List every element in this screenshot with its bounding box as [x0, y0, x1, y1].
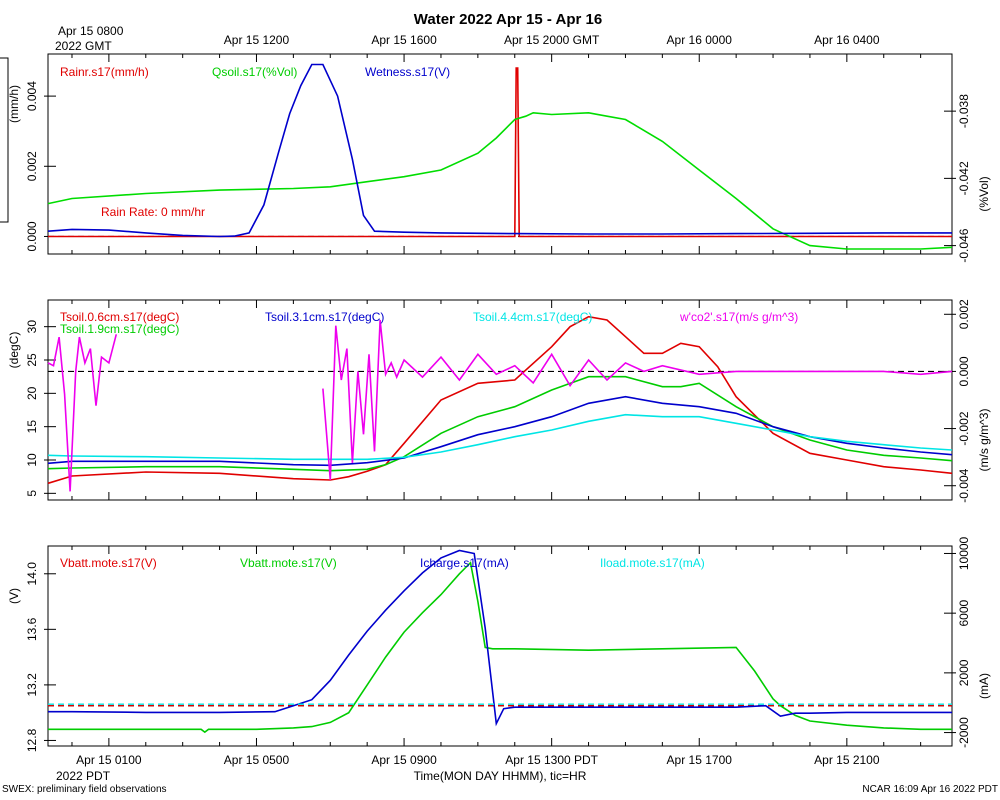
y-right-axis-label: (m/s g/m^3): [977, 409, 991, 472]
series-line-wetness-s17-v-: [47, 63, 952, 238]
series-line-rainr-s17-mm-h-: [48, 67, 952, 238]
y-right-tick-label: -0.046: [957, 228, 971, 262]
series-line-w-co2-s17-m-s-g-m-3-: [47, 319, 953, 492]
y-right-tick-label: 6000: [957, 599, 971, 626]
chart-panels: 0.000 0.002 0.004 -0.046 -0.042 -0.038 (mm/h) (…: [7, 54, 991, 752]
panel-water-frame: [47, 53, 953, 255]
y-left-tick-label: 25: [25, 353, 39, 367]
legend-wco2: w'co2'.s17(m/s g/m^3): [679, 310, 798, 324]
footer-right-note: NCAR 16:09 Apr 16 2022 PDT: [862, 784, 998, 795]
y-right-axis-label: (mA): [977, 673, 991, 699]
bottom-axis-ticks: Apr 15 0100 Apr 15 0500 Apr 15 0900 Apr 15 …: [76, 753, 880, 767]
y-right-tick-label: 0.000: [957, 356, 971, 386]
legend-tsoil-4-4cm: Tsoil.4.4cm.s17(degC): [473, 310, 592, 324]
y-left-tick-label: 14.0: [25, 562, 39, 586]
panel-soil-temp-frame: [47, 299, 953, 501]
y-right-tick-label: 2000: [957, 659, 971, 686]
y-right-axis-label: (%Vol): [977, 176, 991, 211]
panel-battery-frame: [47, 545, 953, 747]
panel-water-bracket: [0, 57, 9, 223]
series-line-tsoil-0-6cm-s17-degc-: [47, 315, 953, 485]
chart-title: Water 2022 Apr 15 - Apr 16: [414, 11, 602, 28]
top-axis-tick-label: Apr 16 0000: [667, 33, 733, 47]
bottom-axis-tick-label: Apr 15 0500: [224, 753, 290, 767]
series-line-tsoil-4-4cm-s17-degc-: [47, 413, 953, 461]
legend-tsoil-3-1cm: Tsoil.3.1cm.s17(degC): [265, 310, 384, 324]
y-left-tick-label: 12.8: [25, 728, 39, 752]
legend-icharge: Icharge.s17(mA): [420, 556, 509, 570]
y-left-tick-label: 0.000: [25, 221, 39, 251]
bottom-axis-year-label: 2022 PDT: [56, 769, 111, 783]
y-left-axis-label: (mm/h): [7, 85, 21, 123]
bottom-axis-tick-label: Apr 15 0100: [76, 753, 142, 767]
y-right-tick-label: -0.004: [957, 468, 971, 502]
bottom-axis-tick-label: Apr 15 0900: [371, 753, 437, 767]
legend-vbatt-red: Vbatt.mote.s17(V): [60, 556, 157, 570]
legend-tsoil-0-6cm: Tsoil.0.6cm.s17(degC): [60, 310, 179, 324]
y-right-tick-label: -0.002: [957, 411, 971, 445]
series-line-icharge-s17-ma-: [48, 549, 952, 727]
top-axis-start-label: Apr 15 0800: [58, 24, 124, 38]
top-axis-tick-label: Apr 16 0400: [814, 33, 880, 47]
top-axis-year-label: 2022 GMT: [55, 39, 112, 53]
top-axis-ticks: Apr 15 1200 Apr 15 1600 Apr 15 2000 GMT Apr…: [224, 33, 880, 47]
legend-rainr: Rainr.s17(mm/h): [60, 65, 149, 79]
y-left-tick-label: 13.2: [25, 673, 39, 697]
rain-rate-annotation: Rain Rate: 0 mm/hr: [101, 205, 205, 219]
top-axis-tick-label: Apr 15 1200: [224, 33, 290, 47]
y-right-tick-label: 10000: [957, 536, 971, 570]
y-left-tick-label: 5: [25, 490, 39, 497]
series-line-tsoil-1-9cm-s17-degc-: [47, 375, 953, 472]
y-left-tick-label: 0.002: [25, 151, 39, 181]
x-axis-label: Time(MON DAY HHMM), tic=HR: [414, 769, 587, 783]
y-right-tick-label: -2000: [957, 717, 971, 748]
legend-wetness: Wetness.s17(V): [365, 65, 450, 79]
footer-left-note: SWEX: preliminary field observations: [2, 784, 167, 795]
y-right-tick-label: -0.038: [957, 94, 971, 128]
series-line-qsoil-s17-vol-: [47, 111, 953, 250]
legend-iload: Iload.mote.s17(mA): [600, 556, 705, 570]
series-line-vbatt-mote-s17-v-: [48, 561, 952, 734]
y-left-tick-label: 30: [25, 320, 39, 334]
y-left-tick-label: 0.004: [25, 81, 39, 111]
y-left-tick-label: 20: [25, 386, 39, 400]
legend-vbatt-green: Vbatt.mote.s17(V): [240, 556, 337, 570]
top-axis-tick-label: Apr 15 2000 GMT: [504, 33, 600, 47]
y-left-tick-label: 10: [25, 453, 39, 467]
bottom-axis-tick-label: Apr 15 1300 PDT: [505, 753, 598, 767]
legend-tsoil-1-9cm: Tsoil.1.9cm.s17(degC): [60, 322, 179, 336]
y-right-tick-label: 0.002: [957, 299, 971, 329]
y-left-tick-label: 15: [25, 420, 39, 434]
bottom-axis-tick-label: Apr 15 1700: [667, 753, 733, 767]
bottom-axis-tick-label: Apr 15 2100: [814, 753, 880, 767]
y-left-axis-label: (degC): [7, 332, 21, 369]
y-right-tick-label: -0.042: [957, 161, 971, 195]
top-axis-tick-label: Apr 15 1600: [371, 33, 437, 47]
y-left-axis-label: (V): [7, 588, 21, 604]
y-left-tick-label: 13.6: [25, 617, 39, 641]
legend-qsoil: Qsoil.s17(%Vol): [212, 65, 297, 79]
